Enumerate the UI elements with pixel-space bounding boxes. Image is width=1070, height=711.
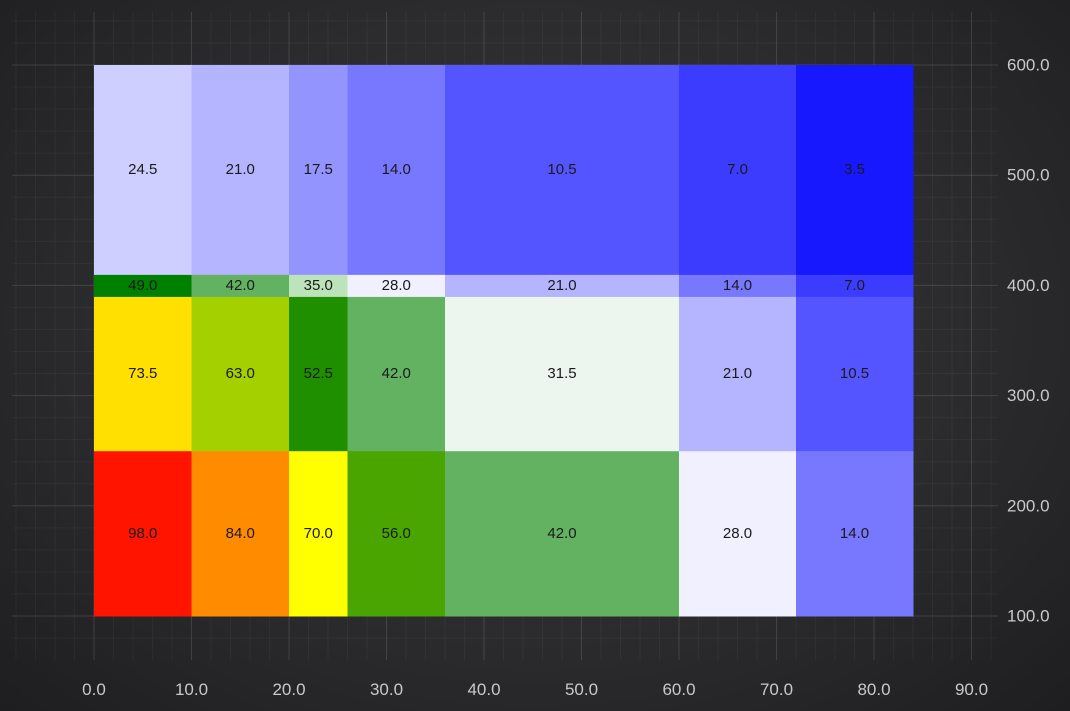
y-tick-label: 500.0 <box>1007 166 1050 185</box>
cell-value-label: 7.0 <box>844 277 865 294</box>
heatmap-cell <box>289 65 348 275</box>
cell-labels: 98.0 84.0 70.0 56.0 42.0 28.0 14.0 73.5 63.0 52.5… <box>128 161 869 542</box>
cell-value-label: 17.5 <box>304 161 333 178</box>
y-tick-label: 600.0 <box>1007 56 1050 75</box>
x-tick-label: 0.0 <box>82 680 106 699</box>
y-tick-label: 400.0 <box>1007 276 1050 295</box>
x-tick-label: 60.0 <box>662 680 695 699</box>
cell-value-label: 3.5 <box>844 161 865 178</box>
cell-value-label: 24.5 <box>128 161 157 178</box>
heatmap-cell <box>289 450 348 617</box>
heatmap-cell <box>347 296 446 452</box>
heatmap-cell <box>445 274 680 297</box>
heatmap-cell <box>445 65 680 275</box>
y-tick-label: 200.0 <box>1007 496 1050 515</box>
heatmap-cells <box>94 65 914 617</box>
cell-value-label: 73.5 <box>128 365 157 382</box>
heatmap-cell <box>347 65 446 275</box>
heatmap-cell <box>679 65 797 275</box>
heatmap-cell <box>347 274 446 297</box>
cell-value-label: 10.5 <box>840 365 869 382</box>
cell-value-label: 52.5 <box>304 365 333 382</box>
cell-value-label: 14.0 <box>382 161 411 178</box>
heatmap-cell <box>445 296 680 452</box>
x-tick-label: 90.0 <box>955 680 988 699</box>
cell-value-label: 42.0 <box>547 525 576 542</box>
cell-value-label: 21.0 <box>547 277 576 294</box>
heatmap-cell <box>289 296 348 452</box>
cell-value-label: 21.0 <box>723 365 752 382</box>
y-tick-label: 300.0 <box>1007 386 1050 405</box>
cell-value-label: 7.0 <box>727 161 748 178</box>
y-axis: 100.0 200.0 300.0 400.0 500.0 600.0 <box>1007 56 1050 626</box>
heatmap-cell <box>191 450 290 617</box>
cell-value-label: 14.0 <box>723 277 752 294</box>
cell-value-label: 31.5 <box>547 365 576 382</box>
cell-value-label: 21.0 <box>226 161 255 178</box>
cell-value-label: 49.0 <box>128 277 157 294</box>
cell-value-label: 14.0 <box>840 525 869 542</box>
heatmap-cell <box>679 274 797 297</box>
cell-value-label: 63.0 <box>226 365 255 382</box>
cell-value-label: 35.0 <box>304 277 333 294</box>
cell-value-label: 28.0 <box>723 525 752 542</box>
cell-value-label: 84.0 <box>226 525 255 542</box>
heatmap-cell <box>191 65 290 275</box>
heatmap-cell <box>796 450 914 617</box>
heatmap-cell <box>94 274 192 297</box>
heatmap-cell <box>94 296 192 452</box>
cell-value-label: 10.5 <box>547 161 576 178</box>
cell-value-label: 56.0 <box>382 525 411 542</box>
heatmap-cell <box>679 296 797 452</box>
x-tick-label: 20.0 <box>272 680 305 699</box>
x-tick-label: 80.0 <box>857 680 890 699</box>
heatmap-cell <box>94 450 192 617</box>
heatmap-cell <box>191 274 290 297</box>
heatmap-cell <box>796 65 914 275</box>
cell-value-label: 28.0 <box>382 277 411 294</box>
heatmap-cell <box>679 450 797 617</box>
y-tick-label: 100.0 <box>1007 607 1050 626</box>
cell-value-label: 42.0 <box>382 365 411 382</box>
x-axis: 0.0 10.0 20.0 30.0 40.0 50.0 60.0 70.0 80.0 90.0 <box>82 680 988 699</box>
heatmap-cell <box>94 65 192 275</box>
heatmap-cell <box>289 274 348 297</box>
heatmap-cell <box>796 296 914 452</box>
cell-value-label: 98.0 <box>128 525 157 542</box>
x-tick-label: 10.0 <box>175 680 208 699</box>
heatmap-cell <box>445 450 680 617</box>
x-tick-label: 70.0 <box>760 680 793 699</box>
heatmap-cell <box>191 296 290 452</box>
heatmap-cell <box>796 274 914 297</box>
cell-value-label: 70.0 <box>304 525 333 542</box>
heatmap-cell <box>347 450 446 617</box>
x-tick-label: 30.0 <box>370 680 403 699</box>
x-tick-label: 40.0 <box>467 680 500 699</box>
x-tick-label: 50.0 <box>565 680 598 699</box>
cell-value-label: 42.0 <box>226 277 255 294</box>
